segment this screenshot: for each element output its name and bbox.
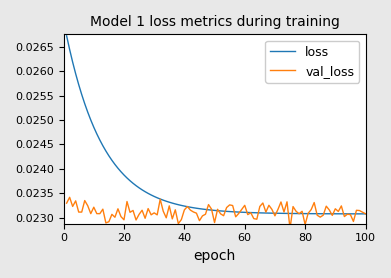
Line: val_loss: val_loss: [66, 197, 366, 229]
loss: [122, 173, 126, 177]
loss: [363, 212, 368, 215]
val_loss: [64, 202, 69, 205]
loss: [64, 34, 69, 38]
loss: [348, 212, 353, 215]
val_loss: [288, 227, 292, 230]
val_loss: [221, 214, 226, 217]
val_loss: [67, 196, 72, 199]
val_loss: [363, 212, 368, 215]
val_loss: [137, 213, 142, 216]
val_loss: [345, 213, 350, 216]
loss: [339, 212, 344, 215]
Line: loss: loss: [66, 36, 366, 214]
Legend: loss, val_loss: loss, val_loss: [265, 41, 359, 83]
loss: [218, 209, 223, 213]
loss: [242, 211, 247, 214]
val_loss: [125, 200, 129, 203]
loss: [134, 184, 138, 187]
val_loss: [246, 213, 250, 216]
Title: Model 1 loss metrics during training: Model 1 loss metrics during training: [90, 15, 339, 29]
val_loss: [354, 208, 359, 212]
X-axis label: epoch: epoch: [194, 249, 236, 263]
